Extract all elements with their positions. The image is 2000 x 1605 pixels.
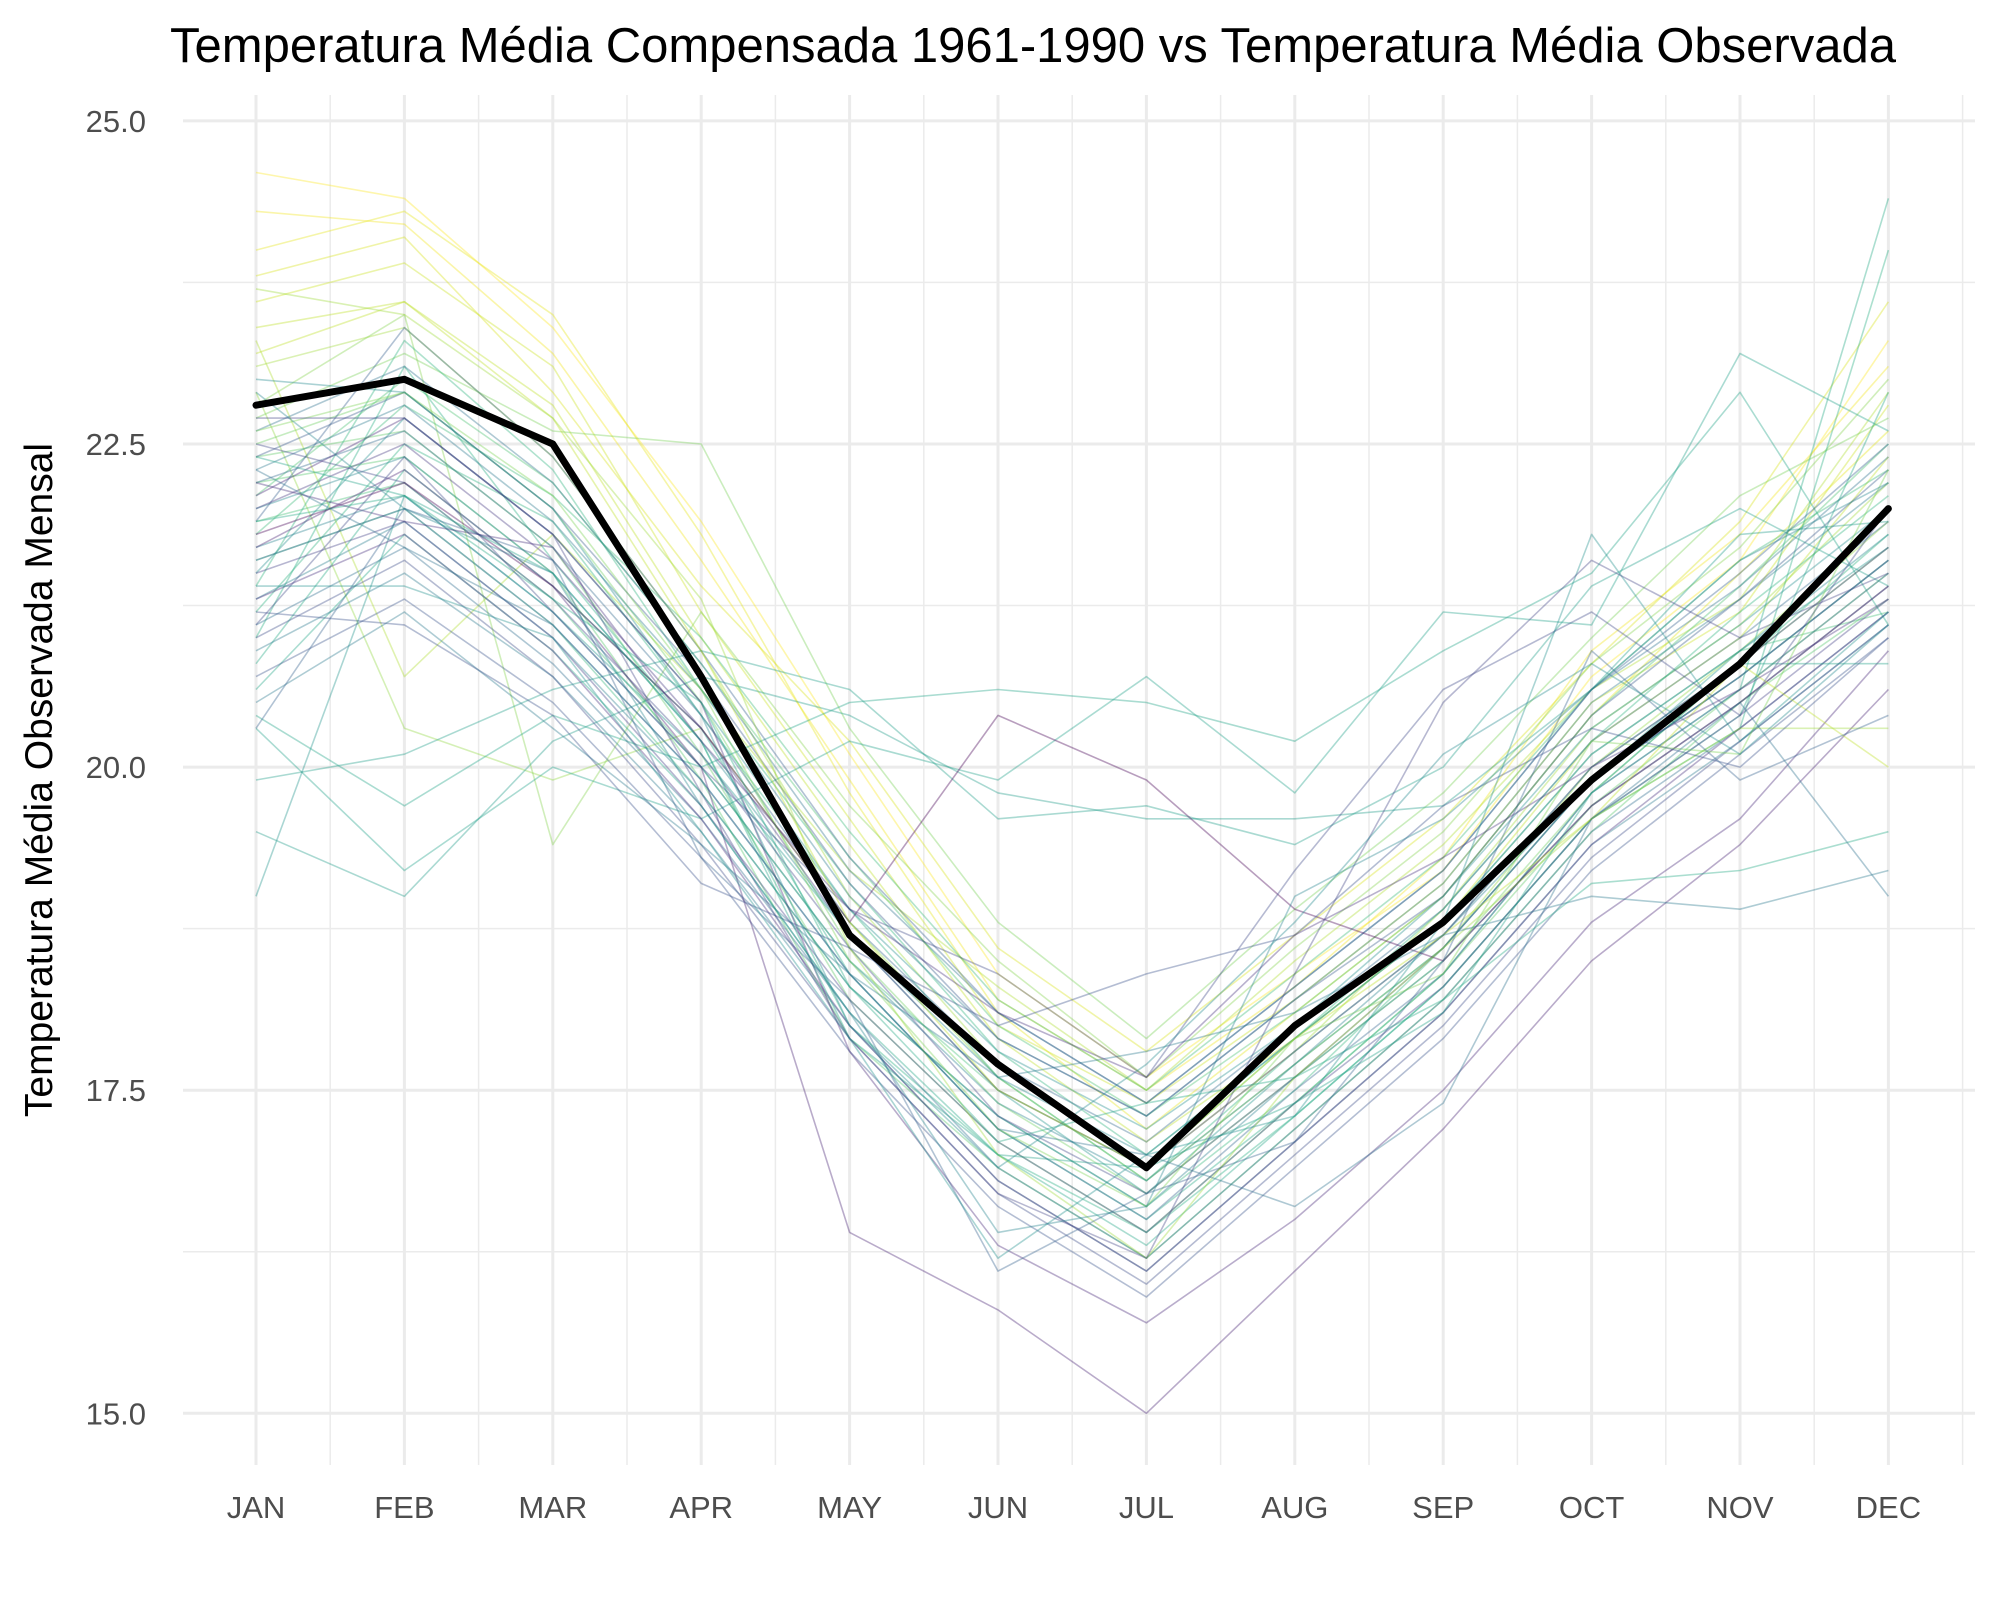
year-series-line [255, 365, 1889, 1104]
year-series-line [255, 236, 1890, 1053]
y-axis-ticks: 15.0 17.5 20.0 22.5 25.0 [86, 104, 146, 1431]
year-series-line [255, 520, 1889, 1208]
year-series-line [255, 417, 1889, 1130]
x-tick-label: APR [669, 1490, 733, 1525]
year-series-line [256, 417, 1889, 1259]
year-series-line [255, 520, 1889, 1234]
x-tick-label: FEB [374, 1490, 434, 1525]
year-series-line [255, 469, 1890, 1208]
year-series-line [255, 546, 1889, 1259]
year-series-line [255, 210, 1889, 1091]
year-series-line [255, 171, 1890, 1079]
year-series-line [255, 391, 1890, 1208]
x-tick-label: JUL [1119, 1490, 1174, 1525]
year-series-line [255, 404, 1889, 1091]
x-tick-label: JUN [968, 1490, 1028, 1525]
y-tick-label: 25.0 [86, 104, 146, 139]
year-series-line [255, 507, 1889, 1272]
year-series-line [255, 572, 1889, 1272]
year-series-line [255, 198, 1890, 1221]
year-series-line [255, 378, 1889, 1117]
year-series-line [255, 456, 1889, 1259]
x-axis-ticks: JAN FEB MAR APR MAY JUN JUL AUG SEP OCT NOV DEC [227, 1490, 1921, 1525]
x-tick-label: MAR [518, 1490, 587, 1525]
x-tick-label: SEP [1412, 1490, 1474, 1525]
year-series-line [255, 443, 1889, 1182]
year-series-line [255, 262, 1890, 1104]
highlight-line [252, 375, 1892, 1172]
year-series-line [255, 340, 1890, 1091]
year-series-line [255, 391, 1890, 807]
x-tick-label: AUG [1261, 1490, 1328, 1525]
year-series-line [255, 611, 1889, 1027]
year-series-line [255, 404, 1889, 1117]
year-series-line [255, 559, 1889, 1285]
y-axis-title: Temperatura Média Observada Mensal [18, 443, 61, 1117]
chart-title: Temperatura Média Compensada 1961-1990 v… [170, 19, 1897, 73]
y-tick-label: 20.0 [86, 750, 146, 785]
year-series-line [255, 611, 1889, 1079]
year-series-line [255, 210, 1889, 1130]
year-series-line [255, 391, 1889, 1195]
normal-series-line [252, 375, 1892, 1172]
year-series-line [255, 249, 1890, 1234]
year-series-line [255, 339, 1889, 1156]
year-series-line [255, 391, 1889, 1234]
year-series-line [255, 430, 1889, 1234]
year-series-line [255, 533, 1889, 1272]
year-series-line [255, 456, 1889, 1169]
x-tick-label: JAN [227, 1490, 286, 1525]
year-series-line [255, 443, 1889, 1169]
year-series-line [255, 507, 1889, 1221]
y-tick-label: 15.0 [86, 1396, 146, 1431]
year-series-line [255, 391, 1889, 1117]
series-lines [255, 171, 1890, 1415]
year-series-line [255, 352, 1889, 872]
year-series-line [255, 456, 1890, 1079]
year-series-line [255, 417, 1889, 1324]
year-series-line [255, 481, 1889, 1169]
year-series-line [255, 507, 1889, 846]
year-series-line [255, 481, 1889, 1079]
y-tick-label: 22.5 [86, 427, 146, 462]
year-series-line [255, 481, 1889, 962]
y-tick-label: 17.5 [86, 1073, 146, 1108]
x-tick-label: DEC [1856, 1490, 1921, 1525]
gridlines [183, 95, 1975, 1465]
year-series-line [255, 598, 1889, 1298]
year-series-line [255, 288, 1889, 1259]
x-tick-label: OCT [1559, 1490, 1625, 1525]
x-tick-label: NOV [1706, 1490, 1774, 1525]
year-series-line [255, 391, 1889, 1182]
year-series-line [255, 468, 1889, 1415]
year-series-line [255, 391, 1890, 1247]
year-series-line [255, 520, 1889, 898]
year-series-line [255, 313, 1889, 1079]
year-series-line [255, 352, 1889, 1040]
year-series-line [255, 300, 1889, 1169]
year-series-line [256, 533, 1889, 1259]
year-series-line [255, 430, 1889, 1143]
year-series-line [255, 300, 1890, 1143]
x-tick-label: MAY [817, 1490, 882, 1525]
year-series-line [255, 494, 1889, 1143]
